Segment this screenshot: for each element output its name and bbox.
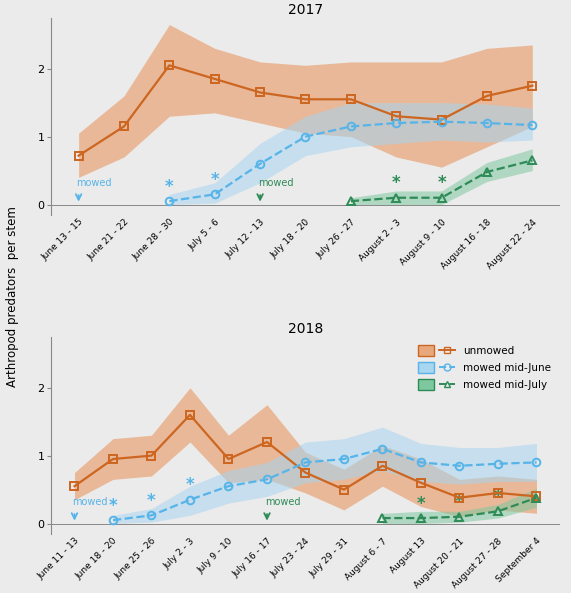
Text: mowed: mowed	[73, 497, 108, 507]
Text: *: *	[108, 497, 117, 515]
Text: *: *	[392, 174, 400, 192]
Text: mowed: mowed	[265, 497, 300, 507]
Text: *: *	[186, 476, 194, 495]
Text: mowed: mowed	[258, 178, 293, 188]
Text: *: *	[165, 178, 174, 196]
Text: *: *	[455, 493, 464, 511]
Text: *: *	[437, 174, 446, 192]
Text: *: *	[417, 495, 425, 513]
Text: mowed: mowed	[77, 178, 112, 188]
Title: 2017: 2017	[288, 2, 323, 17]
Text: Arthropod predators  per stem: Arthropod predators per stem	[6, 206, 19, 387]
Title: 2018: 2018	[288, 321, 323, 336]
Text: *: *	[211, 171, 219, 189]
Text: *: *	[494, 488, 502, 506]
Legend: unmowed, mowed mid-June, mowed mid-July: unmowed, mowed mid-June, mowed mid-July	[415, 342, 554, 393]
Text: *: *	[147, 492, 156, 510]
